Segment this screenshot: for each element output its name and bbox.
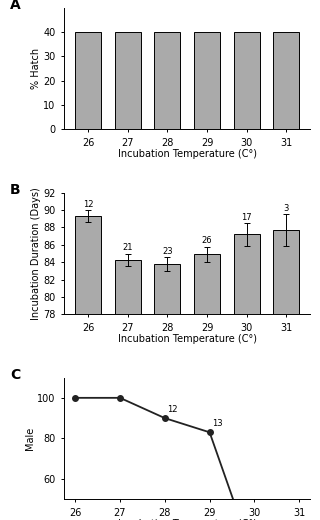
Bar <box>194 32 220 129</box>
Text: C: C <box>10 368 20 382</box>
Bar <box>75 216 101 314</box>
Y-axis label: Male: Male <box>25 427 35 450</box>
Bar <box>155 32 180 129</box>
Text: 23: 23 <box>162 246 173 256</box>
Text: 21: 21 <box>123 243 133 252</box>
Text: 17: 17 <box>241 213 252 222</box>
Text: B: B <box>10 183 20 197</box>
Text: 12: 12 <box>167 405 178 414</box>
Bar <box>273 32 299 129</box>
Y-axis label: % Hatch: % Hatch <box>30 48 41 89</box>
Bar <box>194 254 220 314</box>
Text: 26: 26 <box>202 236 212 245</box>
Text: 12: 12 <box>83 200 93 209</box>
X-axis label: Incubation Temperature (C°): Incubation Temperature (C°) <box>118 334 257 344</box>
Bar <box>234 235 260 314</box>
Bar <box>115 32 140 129</box>
Bar <box>115 259 140 314</box>
Bar <box>155 264 180 314</box>
Bar <box>273 230 299 314</box>
Y-axis label: Incubation Duration (Days): Incubation Duration (Days) <box>30 187 41 320</box>
Text: 3: 3 <box>284 204 289 213</box>
X-axis label: Incubation Temperature (C°): Incubation Temperature (C°) <box>118 519 257 520</box>
Bar <box>234 32 260 129</box>
Text: A: A <box>10 0 20 12</box>
Bar <box>75 32 101 129</box>
X-axis label: Incubation Temperature (C°): Incubation Temperature (C°) <box>118 149 257 159</box>
Text: 13: 13 <box>212 419 222 428</box>
